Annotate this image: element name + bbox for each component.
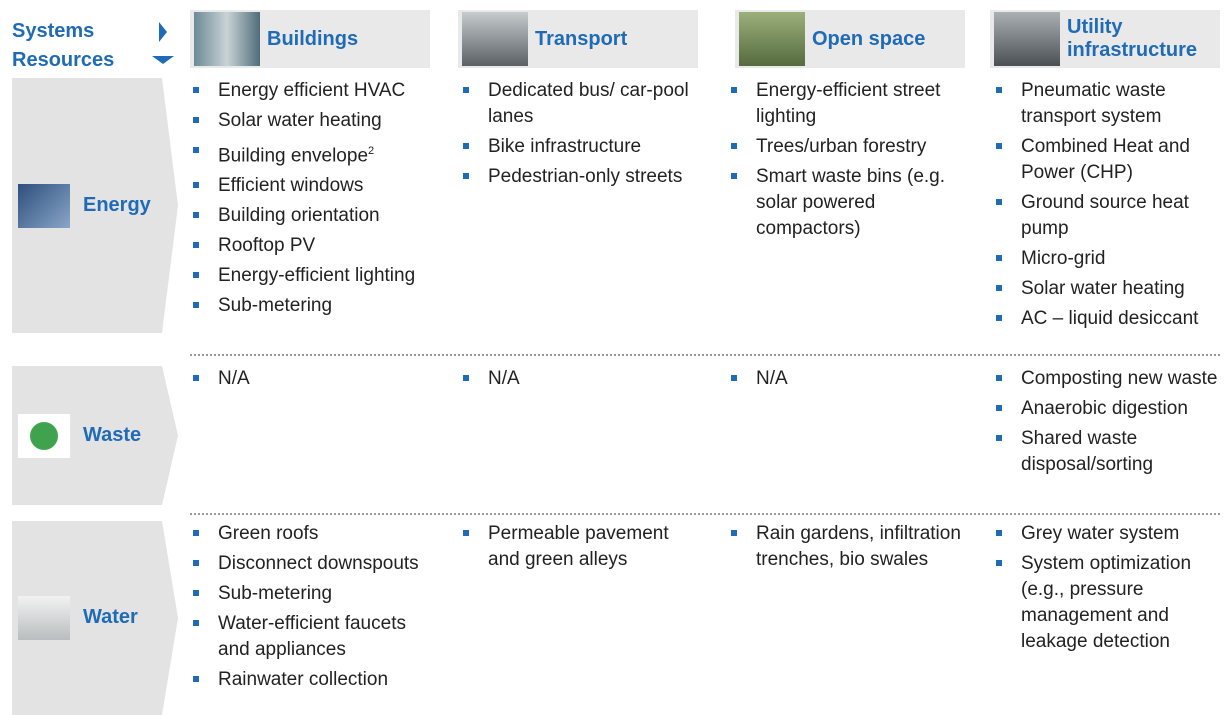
bullet-item: Building orientation (190, 203, 430, 229)
cell: Composting new waste Anaerobic digestion S… (993, 366, 1227, 482)
column-icon (462, 12, 528, 66)
row-divider (190, 513, 1220, 515)
column-icon (739, 12, 805, 66)
footnote-mark: 2 (368, 145, 374, 157)
bullet-item: Combined Heat and Power (CHP) (993, 134, 1227, 186)
bullet-item: Pneumatic waste transport system (993, 78, 1227, 130)
bullet-item: Building envelope2 (190, 138, 430, 169)
row-title: Water (83, 606, 138, 629)
column-title: Transport (535, 10, 695, 68)
resources-label: Resources (12, 49, 114, 72)
bullet-item: Dedicated bus/ car-pool lanes (460, 78, 700, 130)
bullet-item: N/A (460, 366, 700, 392)
bullet-item: System optimization (e.g., pressure mana… (993, 551, 1227, 655)
cell: Permeable pavement and green alleys (460, 521, 700, 577)
bullet-item: Permeable pavement and green alleys (460, 521, 700, 573)
bullet-item: Disconnect downspouts (190, 551, 430, 577)
axis-arrows (150, 20, 180, 70)
column-icon (194, 12, 260, 66)
cell: Rain gardens, infiltration trenches, bio… (728, 521, 968, 577)
bullet-item: Smart waste bins (e.g. solar powered com… (728, 164, 968, 242)
column-header: Buildings (190, 10, 430, 68)
item-text: Building envelope (218, 145, 368, 166)
cell: Grey water system System optimization (e.… (993, 521, 1227, 659)
bullet-item: Composting new waste (993, 366, 1227, 392)
bullet-item: Pedestrian-only streets (460, 164, 700, 190)
bullet-item: Shared waste disposal/sorting (993, 426, 1227, 478)
column-icon (994, 12, 1060, 66)
cell: Energy-efficient street lighting Trees/ur… (728, 78, 968, 246)
row-header: Energy (12, 78, 178, 333)
bullet-item: Energy efficient HVAC (190, 78, 430, 104)
row-title: Energy (83, 194, 151, 217)
bullet-item: Solar water heating (993, 276, 1227, 302)
bullet-item: AC – liquid desiccant (993, 306, 1227, 332)
column-header: Open space (735, 10, 965, 68)
column-header: Utility infrastructure (990, 10, 1220, 68)
cell: Energy efficient HVAC Solar water heating… (190, 78, 430, 323)
bullet-item: Bike infrastructure (460, 134, 700, 160)
systems-label: Systems (12, 20, 94, 43)
bullet-item: Rainwater collection (190, 667, 430, 693)
bullet-item: Solar water heating (190, 108, 430, 134)
row-header: Water (12, 521, 178, 715)
row-icon (18, 184, 70, 228)
bullet-item: Rooftop PV (190, 233, 430, 259)
bullet-item: Micro-grid (993, 246, 1227, 272)
row-divider (190, 354, 1220, 356)
cell: N/A (728, 366, 968, 396)
row-icon (18, 596, 70, 640)
bullet-item: Sub-metering (190, 293, 430, 319)
cell: Dedicated bus/ car-pool lanes Bike infras… (460, 78, 700, 194)
bullet-item: Energy-efficient street lighting (728, 78, 968, 130)
bullet-item: Efficient windows (190, 173, 430, 199)
row-icon (18, 414, 70, 458)
column-title: Open space (812, 10, 962, 68)
bullet-item: Sub-metering (190, 581, 430, 607)
cell: N/A (190, 366, 430, 396)
bullet-item: N/A (728, 366, 968, 392)
bullet-item: N/A (190, 366, 430, 392)
bullet-item: Water-efficient faucets and appliances (190, 611, 430, 663)
row-header: Waste (12, 366, 178, 505)
bullet-item: Ground source heat pump (993, 190, 1227, 242)
slide: Systems Resources Buildings Transport Open… (0, 0, 1227, 715)
row-title: Waste (83, 424, 141, 447)
bullet-item: Anaerobic digestion (993, 396, 1227, 422)
bullet-item: Energy-efficient lighting (190, 263, 430, 289)
bullet-item: Grey water system (993, 521, 1227, 547)
column-header: Transport (458, 10, 698, 68)
column-title: Utility infrastructure (1067, 10, 1217, 68)
column-title: Buildings (267, 10, 427, 68)
cell: N/A (460, 366, 700, 396)
bullet-item: Rain gardens, infiltration trenches, bio… (728, 521, 968, 573)
bullet-item: Green roofs (190, 521, 430, 547)
cell: Green roofs Disconnect downspouts Sub-mete… (190, 521, 430, 697)
bullet-item: Trees/urban forestry (728, 134, 968, 160)
